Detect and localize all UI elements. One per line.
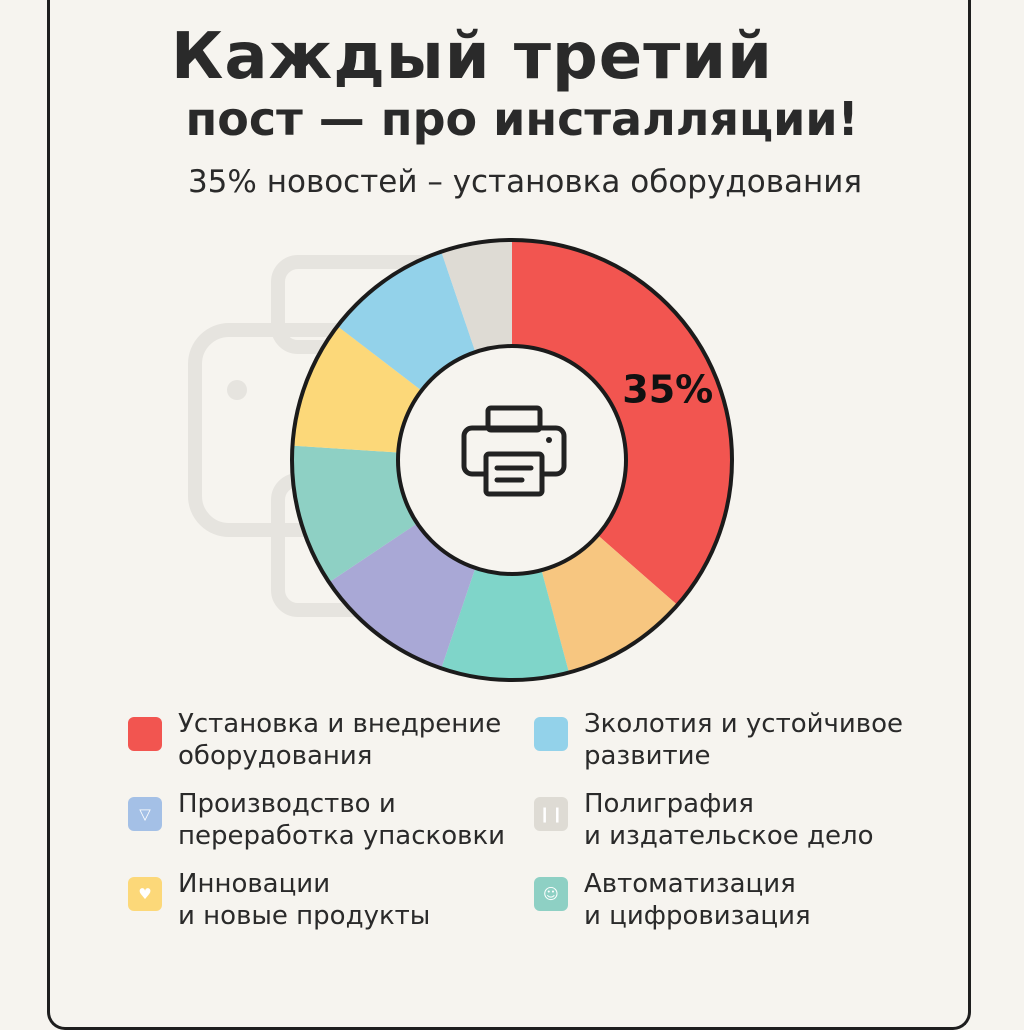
legend-label: Зколотия и устойчивое развитие xyxy=(584,708,903,772)
legend-label-line2: и издательское дело xyxy=(584,821,874,851)
donut-outer-outline xyxy=(290,238,734,682)
donut-slice-0 xyxy=(512,240,733,606)
donut-slice-7 xyxy=(441,240,512,353)
legend-item: ☺ Автоматизация и цифровизация xyxy=(534,868,811,932)
donut-slice-3 xyxy=(329,523,476,669)
pause-icon: ❙❙ xyxy=(534,797,568,831)
legend-label-line1: Установка и внедрение xyxy=(178,709,502,739)
title-line-2: пост — про инсталляции! xyxy=(185,92,859,146)
legend-label-line2: переработка упаскoвки xyxy=(178,821,506,851)
legend-swatch xyxy=(128,717,162,751)
legend-label-line2: и цифровизация xyxy=(584,901,811,931)
heart-icon: ♥ xyxy=(128,877,162,911)
legend-item: Зколотия и устойчивое развитие xyxy=(534,708,903,772)
legend-label: Установка и внедрение оборудования xyxy=(178,708,501,772)
legend-swatch xyxy=(534,717,568,751)
robot-icon: ☺ xyxy=(534,877,568,911)
donut-slice-1 xyxy=(541,535,678,673)
legend-item: ♥ Инновации и новые продукты xyxy=(128,868,430,932)
donut-slices xyxy=(292,240,733,680)
slice-label-0: 35% xyxy=(622,367,713,411)
legend-label-line2: развитие xyxy=(584,741,711,771)
legend-label-line1: Зколотия и устойчивое xyxy=(584,709,904,739)
legend-label-line1: Инновации xyxy=(178,869,331,899)
legend-label: Инновации и новые продукты xyxy=(178,868,430,932)
legend-item: ▽ Производство и переработка упаскoвки xyxy=(128,788,505,852)
legend-item: ❙❙ Полиграфия и издательское дело xyxy=(534,788,874,852)
legend-label: Автоматизация и цифровизация xyxy=(584,868,811,932)
legend-label: Полиграфия и издательское дело xyxy=(584,788,874,852)
subtitle: 35% новостей – установка оборудования xyxy=(187,164,863,200)
donut-slice-2 xyxy=(441,567,569,680)
donut-slice-6 xyxy=(337,251,476,391)
donut-slice-4 xyxy=(292,445,418,583)
donut-slice-5 xyxy=(292,326,422,453)
cup-icon: ▽ xyxy=(128,797,162,831)
legend-label-line2: и новые продукты xyxy=(178,901,431,931)
title-line-1: Каждый третий xyxy=(171,20,773,94)
legend-item: Установка и внедрение оборудования xyxy=(128,708,501,772)
legend-label-line1: Полиграфия xyxy=(584,789,754,819)
legend-label: Производство и переработка упаскoвки xyxy=(178,788,505,852)
printer-icon xyxy=(461,405,567,497)
legend-label-line1: Автоматизация xyxy=(584,869,796,899)
legend-label-line1: Производство и xyxy=(178,789,396,819)
legend: Установка и внедрение оборудования Зколоти… xyxy=(0,708,1024,948)
slice-labels: 35% xyxy=(622,367,713,411)
legend-label-line2: оборудования xyxy=(178,741,373,771)
